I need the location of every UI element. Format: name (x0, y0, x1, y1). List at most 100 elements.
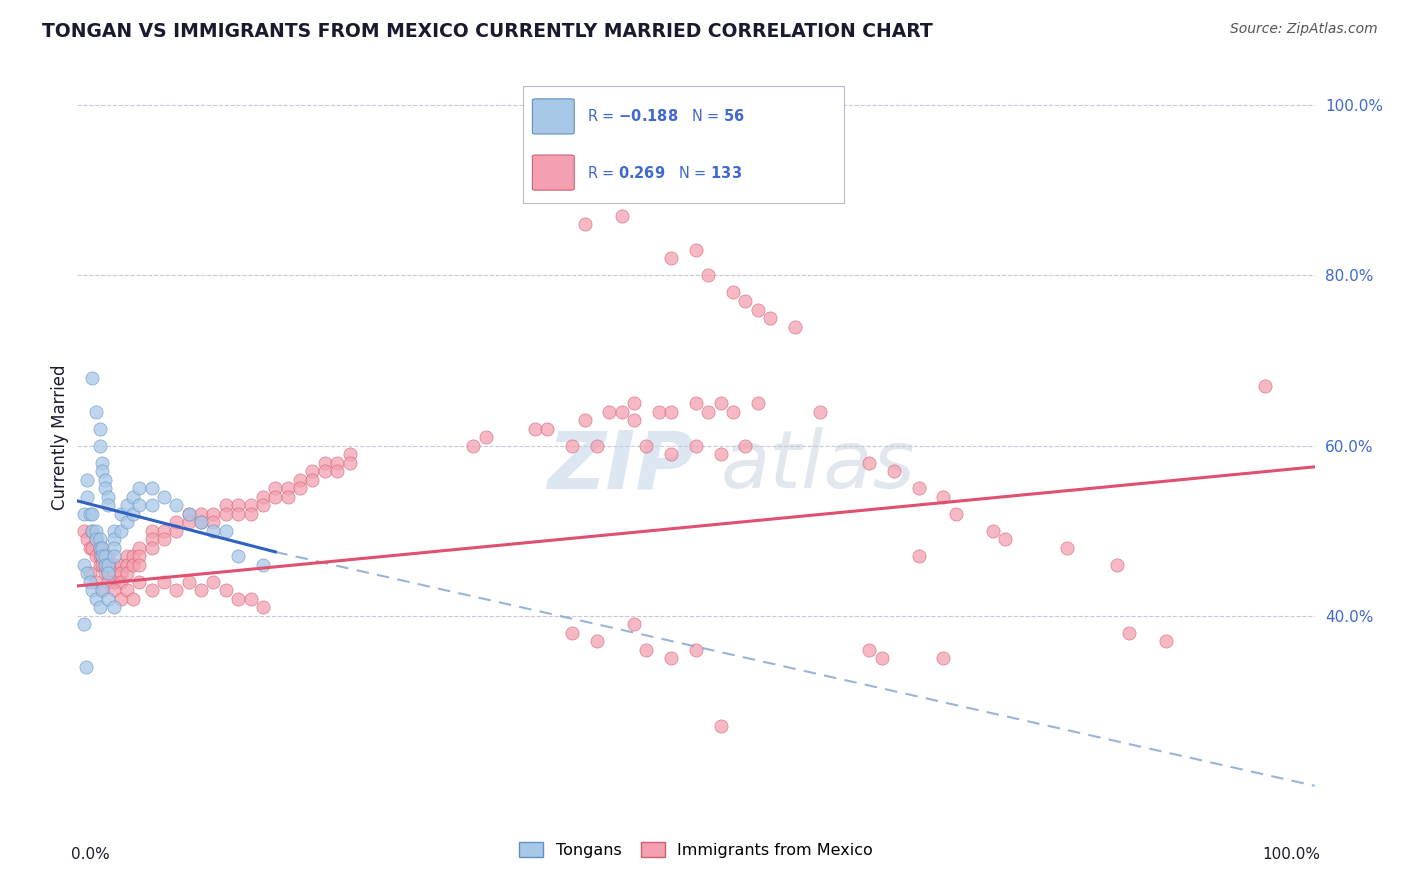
Point (115, 583, 138, 598)
Point (89, 421, 111, 435)
Point (277, 481, 299, 495)
Point (239, 591, 262, 606)
Point (710, 447, 733, 461)
Point (141, 524, 163, 538)
Point (84, 549, 107, 563)
Point (685, 642, 707, 657)
Point (82, 370, 104, 384)
Point (91, 456, 114, 470)
Point (165, 583, 187, 598)
Point (858, 642, 880, 657)
Point (82, 583, 104, 598)
Point (870, 651, 893, 665)
Point (103, 600, 125, 615)
Point (215, 498, 238, 512)
Point (97, 490, 120, 504)
Point (128, 558, 150, 572)
Point (190, 515, 212, 529)
Point (598, 404, 620, 418)
Point (82, 524, 104, 538)
Point (153, 524, 176, 538)
Point (659, 447, 682, 461)
Point (93, 549, 115, 563)
Text: 100.0%: 100.0% (1263, 847, 1320, 862)
Point (103, 574, 125, 589)
Point (202, 515, 225, 529)
Point (76, 532, 98, 546)
Point (84, 532, 107, 546)
Point (128, 498, 150, 512)
Point (82, 524, 104, 538)
Point (190, 515, 212, 529)
Point (79, 574, 101, 589)
Text: TONGAN VS IMMIGRANTS FROM MEXICO CURRENTLY MARRIED CORRELATION CHART: TONGAN VS IMMIGRANTS FROM MEXICO CURRENT… (42, 22, 934, 41)
Point (277, 490, 299, 504)
Point (76, 473, 98, 487)
Text: ZIP: ZIP (547, 427, 695, 506)
Point (610, 404, 633, 418)
Point (685, 243, 707, 257)
Point (190, 507, 212, 521)
Point (141, 481, 163, 495)
Point (122, 507, 145, 521)
Point (89, 439, 111, 453)
Point (89, 558, 111, 572)
Text: Source: ZipAtlas.com: Source: ZipAtlas.com (1230, 22, 1378, 37)
Point (91, 583, 114, 598)
Point (91, 549, 114, 563)
Point (1118, 625, 1140, 640)
Point (89, 549, 111, 563)
Point (89, 600, 111, 615)
Point (91, 558, 114, 572)
Point (301, 464, 323, 478)
Text: atlas: atlas (721, 427, 915, 506)
Point (685, 396, 707, 410)
Point (981, 524, 1004, 538)
Point (301, 473, 323, 487)
Point (623, 413, 645, 427)
Point (945, 507, 967, 521)
Point (122, 591, 145, 606)
Point (128, 481, 150, 495)
Point (141, 532, 163, 546)
Point (239, 498, 262, 512)
Point (636, 439, 658, 453)
Point (165, 498, 187, 512)
Point (103, 566, 125, 581)
Point (202, 524, 225, 538)
Point (202, 574, 225, 589)
Point (177, 507, 200, 521)
Point (79, 566, 101, 581)
Point (103, 549, 125, 563)
Point (710, 396, 733, 410)
Point (110, 591, 132, 606)
Point (89, 541, 111, 555)
Point (1154, 634, 1177, 648)
Point (97, 498, 120, 512)
Point (226, 591, 249, 606)
Point (103, 524, 125, 538)
Point (110, 566, 132, 581)
Point (734, 439, 756, 453)
Point (721, 285, 744, 300)
Point (115, 498, 138, 512)
Point (932, 490, 955, 504)
Point (288, 473, 311, 487)
Point (103, 532, 125, 546)
Point (264, 490, 287, 504)
Point (326, 456, 349, 470)
Point (97, 566, 120, 581)
Point (710, 719, 733, 733)
Point (1056, 541, 1078, 555)
Point (524, 421, 547, 435)
Point (97, 558, 120, 572)
Point (97, 558, 120, 572)
Point (252, 490, 274, 504)
Point (1254, 379, 1277, 393)
Point (91, 583, 114, 598)
Point (659, 404, 682, 418)
Point (474, 430, 496, 444)
Point (932, 651, 955, 665)
Point (84, 404, 107, 418)
Point (314, 464, 336, 478)
